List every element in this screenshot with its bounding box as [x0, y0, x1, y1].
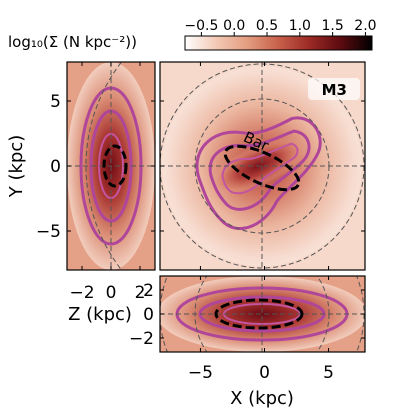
colorbar-tick-label: 1.5 — [321, 18, 343, 34]
x-tick-label: 0 — [259, 363, 270, 383]
z-side-tick-label: 0 — [106, 283, 117, 303]
face-on-panel: M3 Bar — [159, 61, 366, 271]
x-axis-label: X (kpc) — [230, 388, 294, 409]
edge-bar-ellipse — [214, 298, 304, 330]
colorbar: log₁₀(Σ (N kpc⁻²)) −0.5 0.0 0.5 1.0 1.5 2.0 — [8, 18, 377, 51]
z-edge-tick-label: 0 — [143, 305, 154, 325]
colorbar-tick-label: −0.5 — [184, 18, 218, 34]
colorbar-bar — [184, 35, 373, 51]
y-tick-label: 0 — [50, 157, 61, 177]
face-image — [160, 62, 365, 270]
edge-density — [160, 276, 365, 352]
z-edge-tick-label: −2 — [129, 329, 154, 349]
model-label: M3 — [322, 81, 347, 99]
model-label-box — [308, 78, 360, 100]
side-bar-ellipse — [102, 144, 128, 188]
x-tick-label: −5 — [188, 363, 213, 383]
colorbar-tick-label: 0.0 — [223, 18, 245, 34]
face-contour-outer — [195, 116, 322, 230]
side-axis-ticks: 50−5−2 0 2 — [36, 62, 155, 303]
colorbar-ticks: −0.5 0.0 0.5 1.0 1.5 2.0 — [184, 18, 377, 36]
edge-axis-ticks: 20−2−5 0 5 — [129, 276, 365, 383]
z-axis-label: Z (kpc) — [68, 304, 132, 325]
colorbar-tick-label: 0.5 — [256, 18, 278, 34]
side-on-panel: 50−5−2 0 2 — [36, 61, 156, 303]
z-edge-tick-label: 2 — [143, 281, 154, 301]
z-side-tick-label: −2 — [69, 283, 94, 303]
side-image — [67, 62, 155, 270]
edge-on-panel: 20−2−5 0 5 — [129, 275, 366, 383]
colorbar-tick-label: 2.0 — [354, 18, 376, 34]
face-contour-inner — [221, 142, 299, 195]
colorbar-label: log₁₀(Σ (N kpc⁻²)) — [8, 33, 137, 51]
y-tick-label: 5 — [50, 92, 61, 112]
y-tick-label: −5 — [36, 222, 61, 242]
face-axis-ticks — [160, 62, 365, 270]
edge-image — [160, 276, 365, 352]
colorbar-tick-label: 1.0 — [289, 18, 311, 34]
x-tick-label: 5 — [323, 363, 334, 383]
y-axis-label: Y (kpc) — [6, 135, 27, 199]
z-side-tick-label: 2 — [135, 283, 146, 303]
